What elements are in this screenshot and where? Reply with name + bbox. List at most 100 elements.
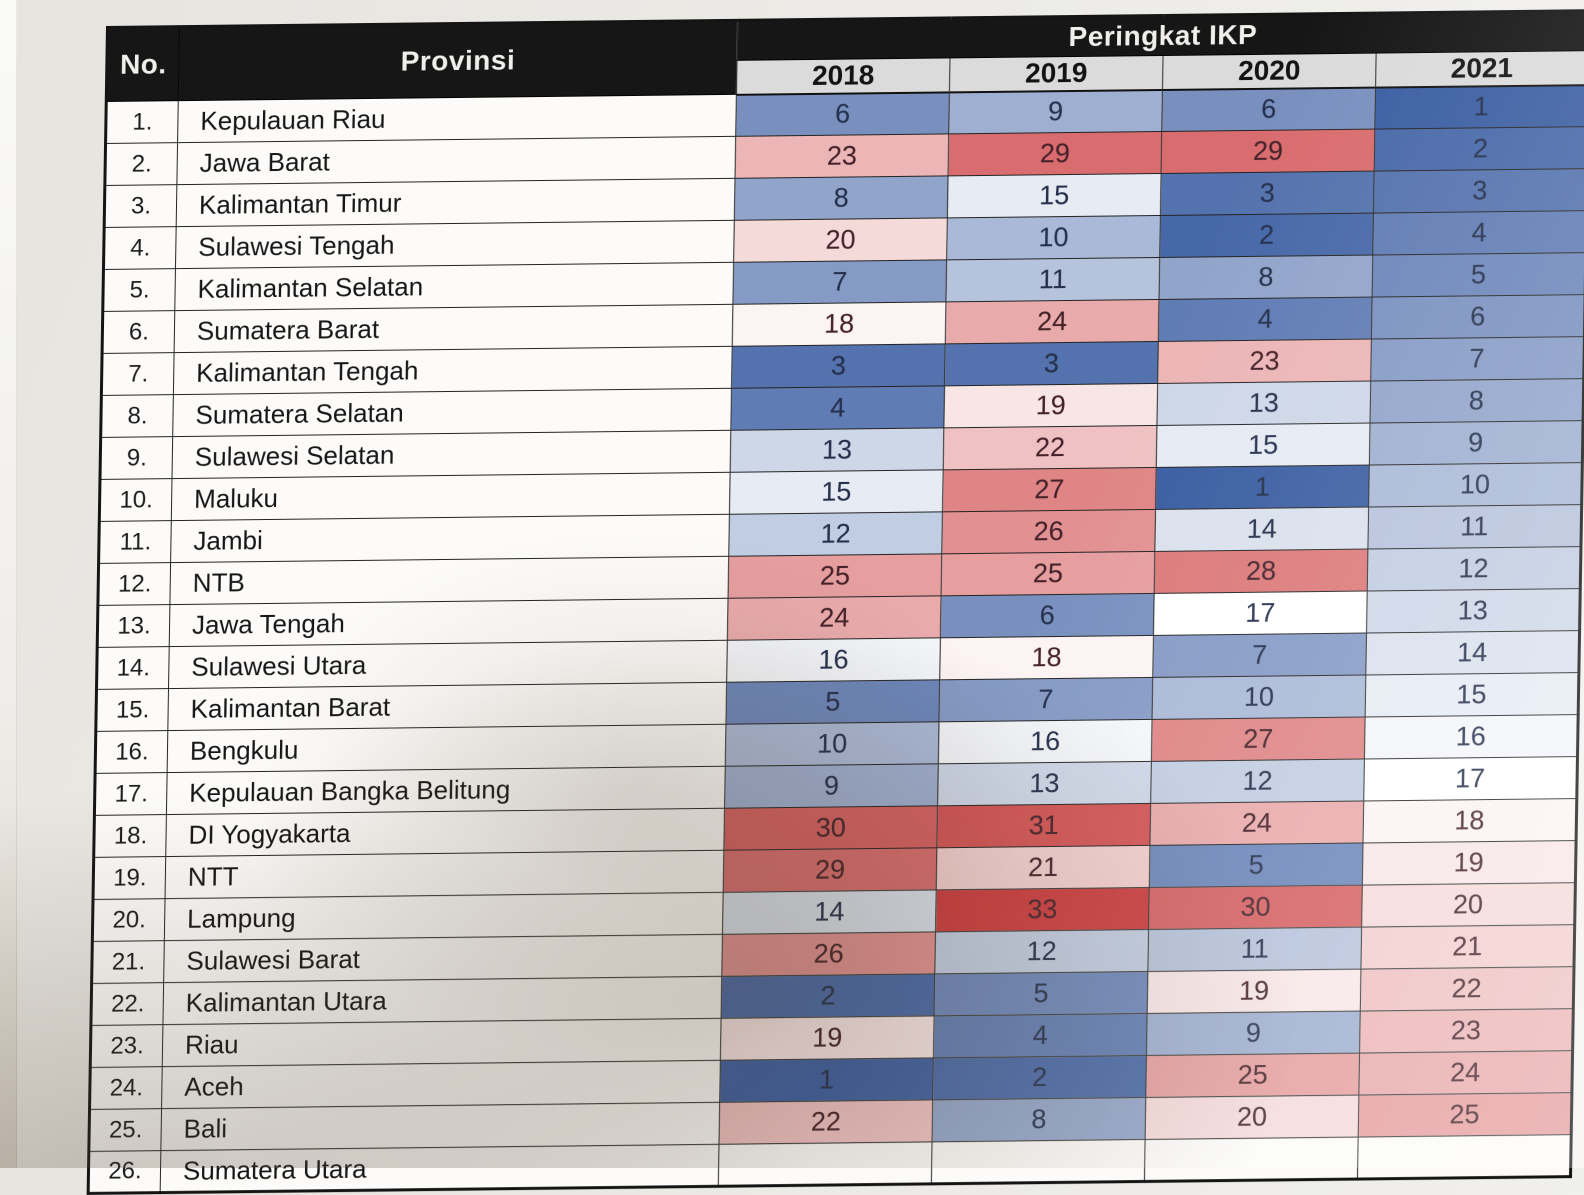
rank-2018-cell: 16 xyxy=(726,637,941,683)
rank-2020-cell: 14 xyxy=(1154,507,1369,552)
row-number: 19. xyxy=(93,856,166,900)
rank-2020-cell: 12 xyxy=(1150,759,1365,804)
rank-2019-cell: 5 xyxy=(934,971,1148,1016)
rank-2021-cell: 7 xyxy=(1370,336,1584,382)
province-name: Jawa Barat xyxy=(176,136,736,185)
province-name: Sulawesi Utara xyxy=(168,640,728,689)
rank-2018-cell: 25 xyxy=(728,553,942,599)
rank-2021-cell: 12 xyxy=(1367,546,1581,592)
province-name: Jambi xyxy=(170,514,730,563)
rank-2021-cell: 4 xyxy=(1372,210,1584,256)
table-body: 1. Kepulauan Riau 6 9 6 1 2. Jawa Barat … xyxy=(88,84,1584,1194)
rank-2019-cell: 2 xyxy=(932,1055,1147,1100)
rank-2020-cell: 8 xyxy=(1159,255,1373,300)
rank-2018-cell: 15 xyxy=(729,469,944,515)
rank-2018-cell: 23 xyxy=(735,133,949,179)
col-header-provinsi: Provinsi xyxy=(178,20,738,101)
rank-2018-cell: 30 xyxy=(723,805,938,851)
rank-2020-cell: 6 xyxy=(1161,87,1376,132)
row-number: 25. xyxy=(88,1108,162,1152)
rank-2018-cell: 4 xyxy=(730,385,945,431)
rank-2019-cell: 9 xyxy=(948,89,1163,134)
row-number: 1. xyxy=(105,100,179,144)
rank-2018-cell: 29 xyxy=(723,847,937,893)
rank-2020-cell: 19 xyxy=(1147,969,1361,1014)
rank-2019-cell: 33 xyxy=(935,887,1150,932)
row-number: 24. xyxy=(89,1066,163,1110)
rank-2018-cell: 18 xyxy=(732,301,946,347)
row-number: 6. xyxy=(102,310,175,354)
rank-2018-cell: 9 xyxy=(724,763,939,809)
rank-2020-cell: 29 xyxy=(1161,129,1375,174)
row-number: 13. xyxy=(97,604,170,648)
rank-2019-cell: 19 xyxy=(943,383,1158,428)
rank-2019-cell: 21 xyxy=(936,845,1150,890)
province-name: Jawa Tengah xyxy=(169,598,729,647)
rank-2020-cell: 3 xyxy=(1160,171,1375,216)
province-name: DI Yogyakarta xyxy=(165,808,725,857)
rank-2021-cell: 25 xyxy=(1358,1092,1572,1138)
rank-2021-cell: 11 xyxy=(1367,504,1582,550)
row-number: 23. xyxy=(90,1024,163,1068)
province-name: NTT xyxy=(165,850,724,899)
row-number: 3. xyxy=(104,184,177,228)
row-number: 14. xyxy=(96,646,170,690)
province-name: Bali xyxy=(160,1102,720,1151)
rank-2020-cell: 11 xyxy=(1147,927,1362,972)
row-number: 11. xyxy=(98,520,172,564)
province-name: Kalimantan Barat xyxy=(167,682,727,731)
col-header-no: No. xyxy=(106,26,180,102)
rank-2020-cell: 25 xyxy=(1145,1053,1360,1098)
rank-2019-cell: 22 xyxy=(943,425,1157,470)
rank-2019-cell: 11 xyxy=(945,257,1160,302)
rank-2020-cell: 1 xyxy=(1155,465,1370,510)
rank-2019-cell: 7 xyxy=(939,677,1153,722)
rank-2021-cell: 20 xyxy=(1361,882,1576,928)
province-name: Sumatera Selatan xyxy=(172,388,732,437)
rank-2019-cell: 8 xyxy=(932,1097,1146,1142)
row-number: 9. xyxy=(99,436,173,480)
col-header-2019: 2019 xyxy=(949,55,1164,92)
rank-2021-cell: 9 xyxy=(1369,420,1584,466)
rank-2021-cell: 8 xyxy=(1369,378,1584,424)
rank-2020-cell: 24 xyxy=(1149,801,1364,846)
rank-2021-cell xyxy=(1357,1134,1572,1180)
col-header-2021: 2021 xyxy=(1375,50,1584,88)
rank-2019-cell: 6 xyxy=(940,593,1155,638)
province-name: Kalimantan Selatan xyxy=(174,262,734,311)
rank-2021-cell: 15 xyxy=(1365,672,1579,718)
province-name: Lampung xyxy=(164,892,724,941)
rank-2019-cell: 15 xyxy=(947,173,1162,218)
rank-2021-cell: 10 xyxy=(1368,462,1583,508)
row-number: 8. xyxy=(100,394,174,438)
row-number: 16. xyxy=(95,730,168,774)
row-number: 2. xyxy=(104,142,178,186)
row-number: 21. xyxy=(91,940,165,984)
rank-2018-cell: 13 xyxy=(730,427,944,473)
rank-2019-cell: 27 xyxy=(942,467,1157,512)
rank-2018-cell: 14 xyxy=(722,889,937,935)
rank-2021-cell: 22 xyxy=(1360,966,1574,1012)
province-name: Kepulauan Riau xyxy=(177,94,737,143)
rank-2018-cell: 12 xyxy=(728,511,943,557)
rank-2020-cell: 2 xyxy=(1159,213,1374,258)
rank-2019-cell: 31 xyxy=(936,803,1151,848)
row-number: 10. xyxy=(99,478,172,522)
rank-2020-cell: 7 xyxy=(1152,633,1367,678)
rank-2020-cell: 13 xyxy=(1156,381,1371,426)
rank-2018-cell: 8 xyxy=(734,175,949,221)
row-number: 20. xyxy=(92,898,166,942)
rank-2020-cell: 17 xyxy=(1153,591,1368,636)
province-name: Aceh xyxy=(161,1060,721,1109)
rank-2021-cell: 2 xyxy=(1374,126,1584,172)
rank-2019-cell: 26 xyxy=(941,509,1156,554)
rank-2019-cell: 25 xyxy=(941,551,1155,596)
rank-2018-cell: 2 xyxy=(721,973,935,1019)
rank-2019-cell xyxy=(931,1139,1146,1184)
row-number: 5. xyxy=(102,268,176,312)
rank-2021-cell: 5 xyxy=(1372,252,1584,298)
province-name: NTB xyxy=(169,556,729,605)
paper-edge xyxy=(0,0,17,1168)
rank-2020-cell: 28 xyxy=(1154,549,1368,594)
province-name: Kalimantan Timur xyxy=(176,178,736,227)
